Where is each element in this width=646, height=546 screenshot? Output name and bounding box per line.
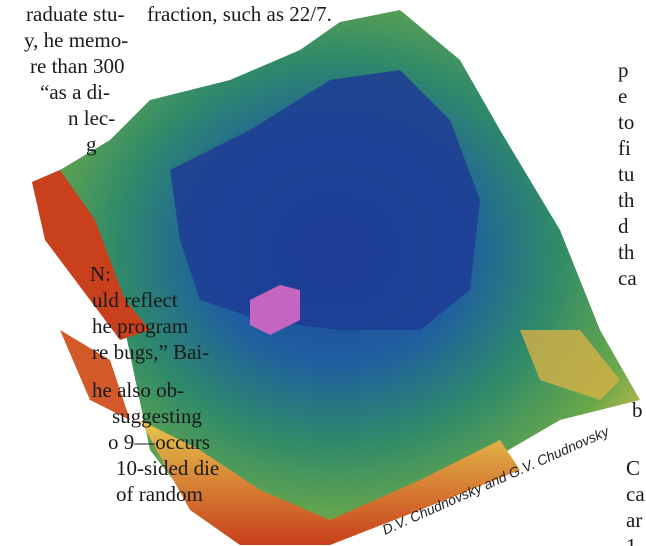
text-line: ca	[626, 482, 645, 506]
text-line: suggesting	[112, 404, 202, 428]
text-line: th	[618, 188, 635, 212]
text-line: to	[618, 110, 635, 134]
text-line: g	[86, 132, 97, 156]
text-line: raduate stu-	[26, 2, 125, 26]
text-line: fi	[618, 136, 631, 160]
text-line: y, he memo-	[24, 28, 129, 52]
text-line: of random	[116, 482, 203, 506]
text-line: ar	[626, 508, 643, 532]
text-line: he program	[92, 314, 189, 338]
text-line: re than 300	[30, 54, 125, 78]
text-line: “as a di-	[40, 80, 110, 104]
text-line: N:	[90, 262, 111, 286]
text-line: b	[632, 398, 643, 422]
text-line: th	[618, 240, 635, 264]
text-line: fraction, such as 22/7.	[147, 2, 332, 26]
text-line: uld reflect	[92, 288, 178, 312]
text-line: p	[618, 58, 629, 82]
text-line: he also ob-	[92, 378, 185, 402]
text-line: 10-sided die	[116, 456, 220, 480]
text-line: ca	[618, 266, 637, 290]
text-line: d	[618, 214, 629, 238]
text-line: tu	[618, 162, 635, 186]
text-line: n lec-	[68, 106, 116, 130]
text-line: re bugs,” Bai-	[92, 340, 210, 364]
text-line: e	[618, 84, 628, 108]
text-line: 1	[626, 534, 637, 546]
text-line: o 9—occurs	[108, 430, 211, 454]
text-line: C	[626, 456, 641, 480]
